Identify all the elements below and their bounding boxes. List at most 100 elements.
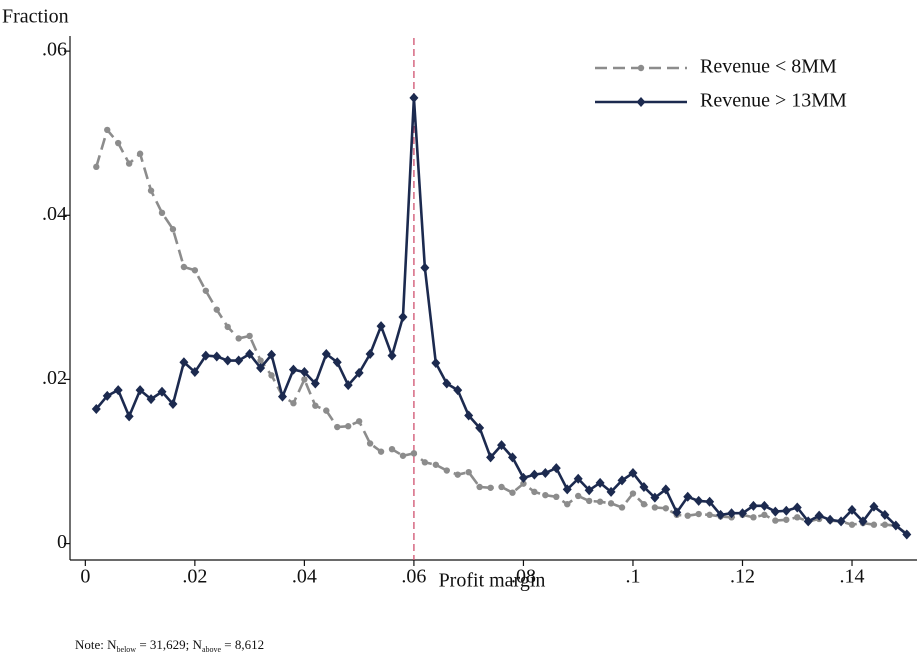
point: [476, 483, 483, 491]
point: [661, 484, 671, 495]
point: [542, 491, 549, 499]
point: [825, 514, 835, 525]
point: [902, 529, 912, 540]
point: [803, 516, 813, 527]
point: [257, 357, 264, 364]
point: [224, 323, 231, 331]
point: [651, 504, 659, 511]
legend-label: Revenue > 13MM: [700, 90, 847, 112]
point: [487, 484, 494, 491]
point: [783, 516, 790, 523]
point: [235, 335, 242, 342]
x-tick-label: .1: [625, 566, 640, 588]
point: [442, 378, 452, 389]
point: [93, 163, 100, 171]
point: [432, 461, 440, 468]
note-text: = 31,629; N: [136, 637, 202, 652]
point: [761, 511, 768, 519]
point: [465, 468, 472, 476]
point: [716, 509, 726, 520]
point: [551, 463, 561, 474]
x-tick-label: .04: [292, 566, 317, 588]
point: [179, 357, 189, 368]
legend-label: Revenue < 8MM: [700, 56, 837, 78]
point: [310, 378, 320, 389]
point: [299, 367, 309, 378]
point: [246, 332, 253, 340]
point: [759, 500, 769, 511]
point: [268, 372, 275, 379]
x-axis-title: Profit margin: [439, 570, 546, 592]
y-tick-label: 0: [57, 531, 67, 553]
point: [870, 521, 878, 528]
point: [91, 403, 101, 414]
point: [509, 489, 516, 496]
point: [169, 226, 177, 233]
point: [595, 477, 605, 488]
point: [157, 386, 167, 397]
y-tick-label: .06: [42, 39, 67, 61]
point: [312, 402, 319, 409]
point: [770, 506, 780, 517]
point: [792, 502, 802, 513]
point: [421, 459, 429, 466]
point: [136, 150, 144, 157]
y-axis-title: Fraction: [2, 6, 69, 28]
point: [529, 469, 539, 480]
point: [562, 484, 572, 495]
point: [475, 422, 485, 433]
point: [409, 92, 419, 103]
point: [858, 516, 868, 527]
point: [387, 350, 397, 361]
point: [596, 498, 604, 505]
point: [332, 357, 342, 368]
point: [683, 491, 693, 502]
point: [607, 500, 615, 507]
point: [672, 507, 682, 518]
point: [410, 450, 418, 457]
point: [618, 504, 626, 511]
note-text: Note: N: [75, 637, 117, 652]
point: [637, 64, 645, 72]
point: [344, 423, 352, 430]
point: [355, 418, 363, 425]
x-tick-label: .08: [511, 566, 536, 588]
point: [334, 423, 341, 431]
point: [365, 348, 375, 359]
point: [628, 468, 638, 478]
x-tick-label: .12: [730, 566, 755, 588]
point: [848, 521, 856, 528]
point: [245, 348, 255, 359]
point: [114, 139, 122, 147]
point: [573, 473, 583, 484]
point: [585, 497, 593, 505]
point: [836, 516, 846, 527]
point: [781, 505, 791, 516]
point: [706, 511, 713, 519]
point: [794, 514, 801, 521]
point: [684, 512, 691, 519]
point: [869, 501, 879, 512]
point: [191, 267, 199, 274]
point: [443, 467, 450, 474]
point: [158, 209, 166, 217]
point: [104, 126, 111, 134]
point: [388, 445, 396, 453]
point: [507, 452, 517, 463]
point: [640, 500, 648, 508]
point: [202, 287, 210, 294]
x-tick-label: 0: [80, 566, 90, 588]
point: [564, 500, 571, 508]
point: [639, 481, 649, 492]
point: [125, 160, 133, 167]
point: [277, 391, 287, 402]
note-text: = 8,612: [221, 637, 264, 652]
point: [847, 504, 857, 515]
point: [748, 500, 758, 511]
point: [301, 376, 308, 383]
point: [180, 263, 188, 271]
y-tick-label: .04: [42, 203, 67, 225]
point: [694, 495, 704, 506]
point: [636, 97, 646, 107]
